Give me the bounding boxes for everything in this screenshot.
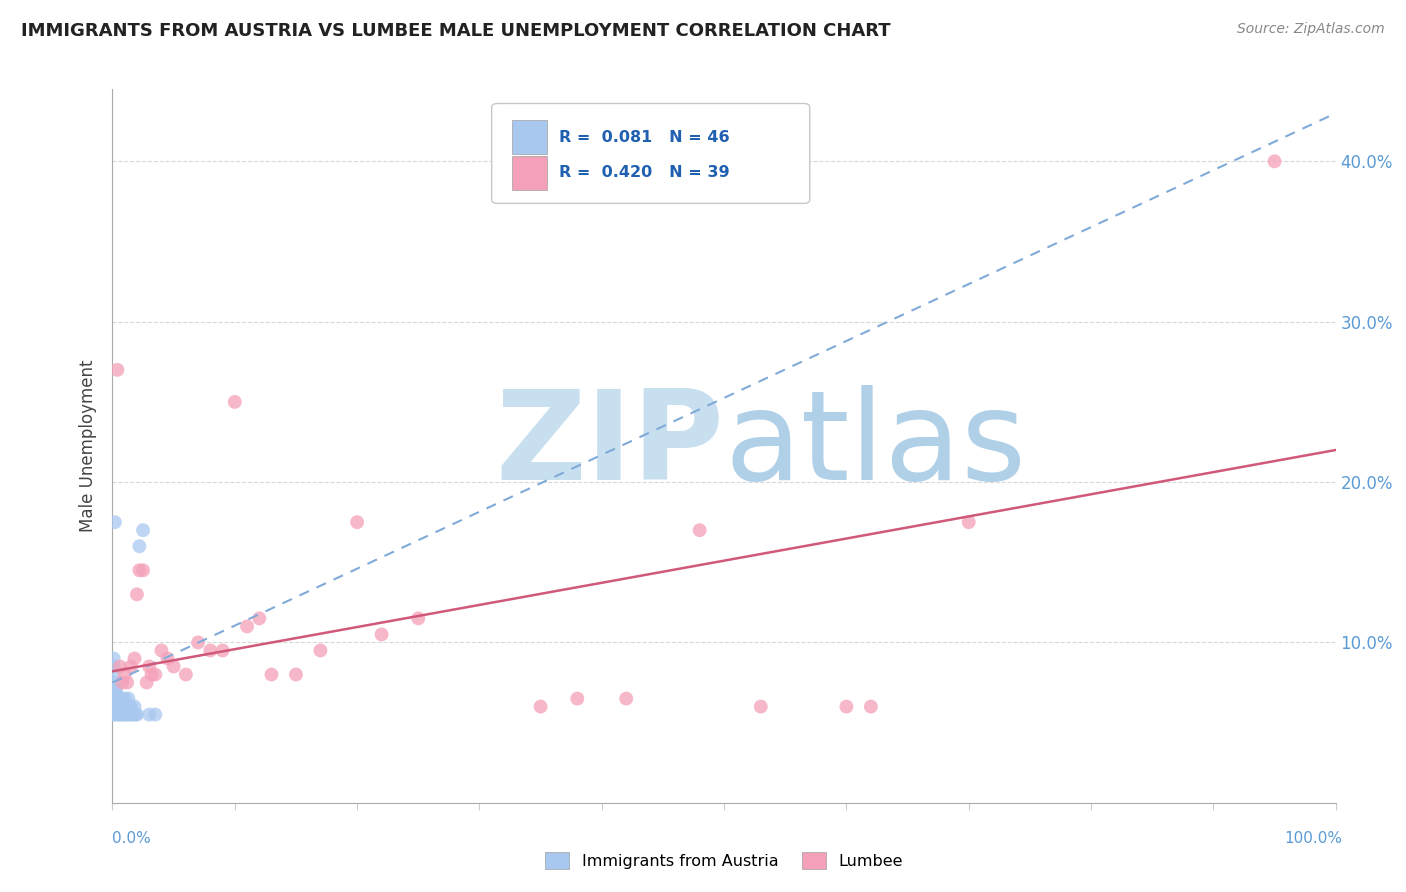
Point bbox=[110, 691, 132, 706]
Point bbox=[103, 683, 125, 698]
Point bbox=[200, 643, 222, 657]
Point bbox=[835, 699, 858, 714]
Point bbox=[143, 667, 166, 681]
Point bbox=[104, 683, 127, 698]
Legend: Immigrants from Austria, Lumbee: Immigrants from Austria, Lumbee bbox=[537, 845, 911, 877]
Point bbox=[103, 707, 125, 722]
Text: 0.0%: 0.0% bbox=[112, 831, 152, 846]
Point bbox=[108, 659, 131, 673]
Point bbox=[120, 707, 142, 722]
Text: Source: ZipAtlas.com: Source: ZipAtlas.com bbox=[1237, 22, 1385, 37]
Point bbox=[103, 667, 125, 681]
Point bbox=[141, 667, 163, 681]
Point bbox=[105, 691, 128, 706]
Point bbox=[125, 587, 148, 601]
Point bbox=[124, 651, 146, 665]
Point bbox=[115, 675, 138, 690]
Point bbox=[114, 691, 136, 706]
Point bbox=[124, 699, 146, 714]
Point bbox=[103, 651, 125, 665]
Text: R =  0.081   N = 46: R = 0.081 N = 46 bbox=[560, 129, 730, 145]
Point bbox=[114, 707, 136, 722]
Point bbox=[105, 699, 128, 714]
FancyBboxPatch shape bbox=[492, 103, 810, 203]
Point bbox=[108, 707, 131, 722]
Point bbox=[103, 699, 125, 714]
Point bbox=[236, 619, 259, 633]
Point bbox=[115, 699, 138, 714]
Point bbox=[117, 691, 139, 706]
Point bbox=[957, 515, 980, 529]
Point bbox=[104, 699, 127, 714]
Point bbox=[103, 691, 125, 706]
Point bbox=[111, 707, 134, 722]
Text: R =  0.420   N = 39: R = 0.420 N = 39 bbox=[560, 165, 730, 180]
Point bbox=[187, 635, 209, 649]
Point bbox=[114, 667, 136, 681]
Point bbox=[211, 643, 233, 657]
Text: 100.0%: 100.0% bbox=[1285, 831, 1343, 846]
Point bbox=[138, 659, 160, 673]
Point bbox=[138, 707, 160, 722]
Point bbox=[689, 523, 711, 537]
Point bbox=[132, 523, 155, 537]
Point bbox=[120, 699, 142, 714]
Point bbox=[859, 699, 882, 714]
Point bbox=[105, 699, 128, 714]
Text: ZIP: ZIP bbox=[495, 385, 724, 507]
Point bbox=[156, 651, 179, 665]
Point bbox=[567, 691, 589, 706]
Point bbox=[309, 643, 332, 657]
Point bbox=[260, 667, 283, 681]
Text: IMMIGRANTS FROM AUSTRIA VS LUMBEE MALE UNEMPLOYMENT CORRELATION CHART: IMMIGRANTS FROM AUSTRIA VS LUMBEE MALE U… bbox=[21, 22, 891, 40]
Bar bbox=[512, 120, 547, 154]
Point bbox=[614, 691, 637, 706]
Point bbox=[1264, 154, 1286, 169]
Point bbox=[115, 699, 138, 714]
Point bbox=[150, 643, 173, 657]
Point bbox=[107, 691, 129, 706]
Point bbox=[105, 363, 128, 377]
Point bbox=[104, 707, 127, 722]
Point bbox=[408, 611, 430, 625]
Point bbox=[115, 707, 138, 722]
Point bbox=[135, 675, 157, 690]
Point bbox=[174, 667, 197, 681]
Point bbox=[132, 563, 155, 577]
Point bbox=[111, 675, 134, 690]
Point bbox=[104, 515, 127, 529]
Point bbox=[346, 515, 368, 529]
Point bbox=[103, 659, 125, 673]
Point bbox=[118, 699, 141, 714]
Point bbox=[112, 699, 135, 714]
Point bbox=[103, 675, 125, 690]
Point bbox=[370, 627, 392, 641]
Point bbox=[125, 707, 148, 722]
Point bbox=[120, 659, 142, 673]
Point bbox=[107, 699, 129, 714]
Point bbox=[529, 699, 551, 714]
Point bbox=[128, 539, 150, 553]
Point bbox=[247, 611, 270, 625]
Point bbox=[114, 699, 136, 714]
Point bbox=[105, 683, 128, 698]
Y-axis label: Male Unemployment: Male Unemployment bbox=[79, 359, 97, 533]
Bar bbox=[512, 155, 547, 190]
Point bbox=[104, 691, 127, 706]
Text: atlas: atlas bbox=[724, 385, 1026, 507]
Point bbox=[128, 563, 150, 577]
Point bbox=[749, 699, 772, 714]
Point bbox=[110, 699, 132, 714]
Point bbox=[125, 707, 148, 722]
Point bbox=[105, 691, 128, 706]
Point bbox=[107, 707, 129, 722]
Point bbox=[163, 659, 186, 673]
Point bbox=[111, 699, 134, 714]
Point bbox=[284, 667, 308, 681]
Point bbox=[143, 707, 166, 722]
Point bbox=[108, 699, 131, 714]
Point bbox=[224, 395, 246, 409]
Point bbox=[121, 707, 143, 722]
